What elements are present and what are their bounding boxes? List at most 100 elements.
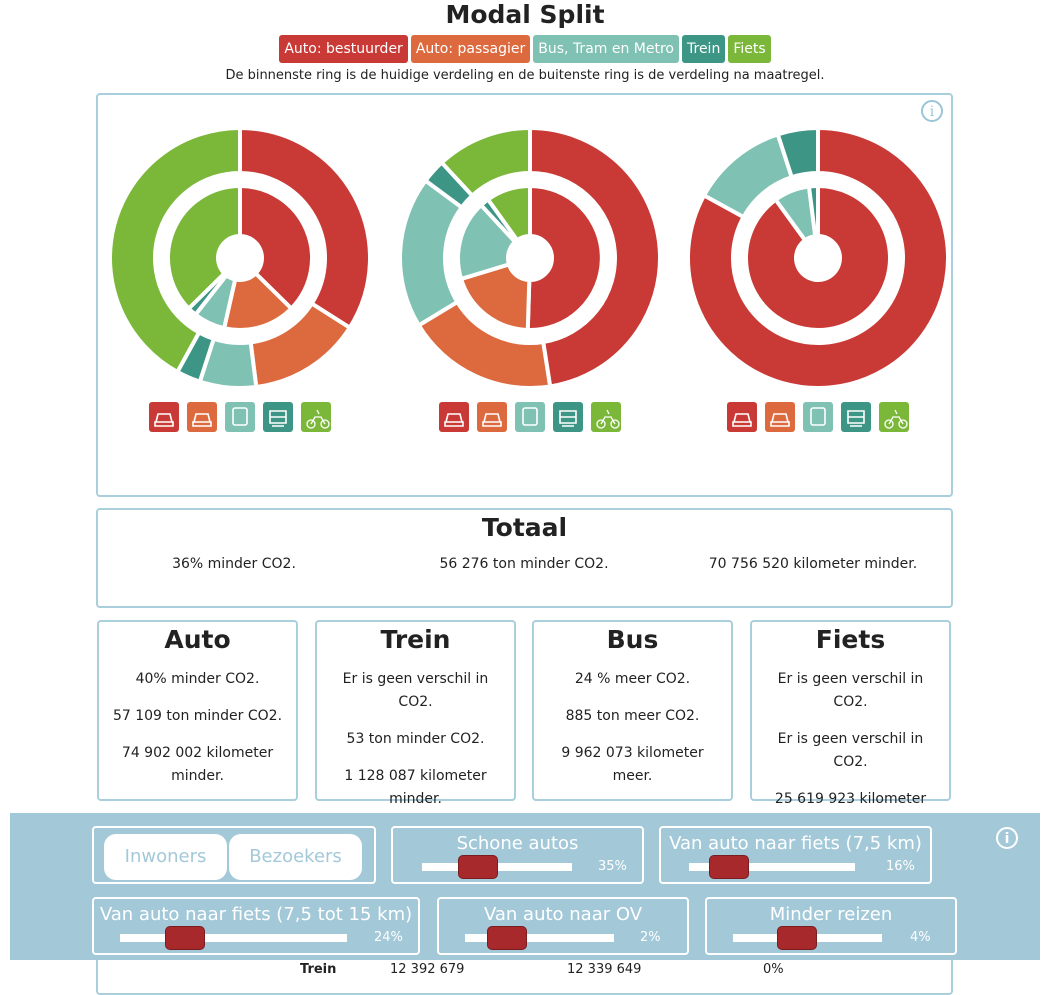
card-line: Er is geen verschil in CO2. (777, 671, 924, 710)
icon-bg (515, 402, 545, 432)
totaal-panel: Totaal (96, 508, 953, 608)
card-line: 74 902 002 kilometer minder. (121, 745, 274, 784)
donut-segment (806, 184, 820, 239)
slider-title: Schone autos (456, 833, 579, 854)
donut-segment (744, 184, 892, 332)
toggle-button[interactable]: Bezoekers (229, 834, 362, 880)
mode-icon (149, 402, 179, 432)
icon-bg (803, 402, 833, 432)
donut-segment (775, 126, 820, 180)
mode-icon (803, 402, 833, 432)
legend-item: Fiets (728, 35, 771, 63)
donut-segment (238, 126, 372, 330)
slider-value: 2% (640, 930, 661, 945)
mode-icon (553, 402, 583, 432)
slider-box: Van auto naar OV 2% (437, 897, 689, 955)
table-cell: Trein (300, 962, 337, 977)
toggle-group: Inwoners Bezoekers (92, 826, 376, 884)
mode-icon (439, 402, 469, 432)
mode-icon (841, 402, 871, 432)
card-line: 57 109 ton minder CO2. (112, 708, 283, 724)
donut-segment (459, 262, 532, 332)
card-title: Bus (606, 625, 659, 654)
subtitle: De binnenste ring is de huidige verdelin… (225, 68, 825, 83)
icon-bg (225, 402, 255, 432)
icon-bg (187, 402, 217, 432)
slider-track (689, 863, 855, 871)
slider-value: 4% (910, 930, 931, 945)
donut-segment (238, 184, 314, 311)
toggle-button[interactable]: Inwoners (104, 834, 227, 880)
slider-value: 35% (598, 859, 627, 874)
slider-track (120, 934, 347, 942)
mode-icon (591, 402, 621, 432)
icon-bg (477, 402, 507, 432)
mode-icon (477, 402, 507, 432)
mode-icon (263, 402, 293, 432)
icon-shape (154, 413, 174, 427)
totaal-stat: 70 756 520 kilometer minder. (708, 556, 918, 572)
charts: i Modal Split verplaatsingen34%(37%)14%(… (107, 100, 950, 432)
card: Auto 40% minder CO2. 57 109 ton minder CO2… (97, 620, 298, 801)
slider-handle[interactable] (709, 855, 749, 879)
info-icon[interactable]: i (921, 100, 943, 122)
donut-segment (486, 184, 532, 243)
mode-icon (515, 402, 545, 432)
icon-shape (596, 409, 620, 429)
slider-handle[interactable] (777, 926, 817, 950)
card: Bus 24 % meer CO2. 885 ton meer CO2. 9 962 … (532, 620, 733, 801)
slider-track (465, 934, 614, 942)
donut-segment (686, 126, 950, 390)
slider-handle[interactable] (165, 926, 205, 950)
donut-segment (525, 184, 604, 332)
slider-handle[interactable] (487, 926, 527, 950)
donut-segment (222, 271, 294, 332)
totaal-title: Totaal (481, 513, 568, 542)
card: Trein Er is geen verschil in CO2. 53 ton m… (315, 620, 516, 807)
icon-bg (765, 402, 795, 432)
slider-box: Minder reizen 4% (705, 897, 957, 955)
slider-title: Van auto naar fiets (7,5 tot 15 km) (99, 904, 413, 925)
mode-icon (727, 402, 757, 432)
slider-value: 16% (886, 859, 915, 874)
legend-item: Bus, Tram en Metro (533, 35, 679, 63)
icon-shape (559, 410, 577, 427)
card-line: 24 % meer CO2. (574, 671, 691, 687)
slider-value: 24% (374, 930, 403, 945)
icon-bg (727, 402, 757, 432)
icon-shape (770, 413, 790, 427)
legend-item: Auto: bestuurder (279, 35, 408, 63)
info-icon[interactable]: i (994, 825, 1020, 851)
card-line: 1 128 087 kilometer minder. (344, 768, 487, 807)
slider-handle[interactable] (458, 855, 498, 879)
card: Fiets Er is geen verschil in CO2. Er is ge… (750, 620, 951, 830)
card-line: Er is geen verschil in CO2. (777, 731, 924, 770)
donut (107, 126, 372, 390)
icon-shape (306, 409, 330, 429)
slider-box: Van auto naar fiets (7,5 tot 15 km) 24% (92, 897, 420, 955)
donut (686, 126, 950, 390)
totaal-stat: 36% minder CO2. (172, 556, 296, 572)
svg-text:i: i (930, 104, 935, 120)
legend-item: Trein (682, 35, 726, 63)
card-title: Trein (380, 625, 451, 654)
card-line: 885 ton meer CO2. (565, 708, 700, 724)
table-cell: 12 392 679 (390, 962, 465, 977)
mode-icon (879, 402, 909, 432)
legend: Auto: bestuurder Auto: passagier Bus, Tram… (0, 35, 1050, 63)
charts-panel (96, 93, 953, 497)
slider-title: Minder reizen (769, 904, 893, 925)
legend-item: Auto: passagier (410, 35, 531, 63)
icon-shape (482, 413, 502, 427)
page-title: Modal Split (445, 0, 605, 29)
donut-segment (166, 184, 242, 311)
card-line: 53 ton minder CO2. (346, 731, 485, 747)
icon-shape (444, 413, 464, 427)
slider-box: Schone autos 35% (391, 826, 644, 884)
donut-segment (528, 126, 662, 389)
card-line: Er is geen verschil in CO2. (342, 671, 489, 710)
icon-shape (192, 413, 212, 427)
icon-bg (149, 402, 179, 432)
icon-shape (847, 410, 865, 427)
